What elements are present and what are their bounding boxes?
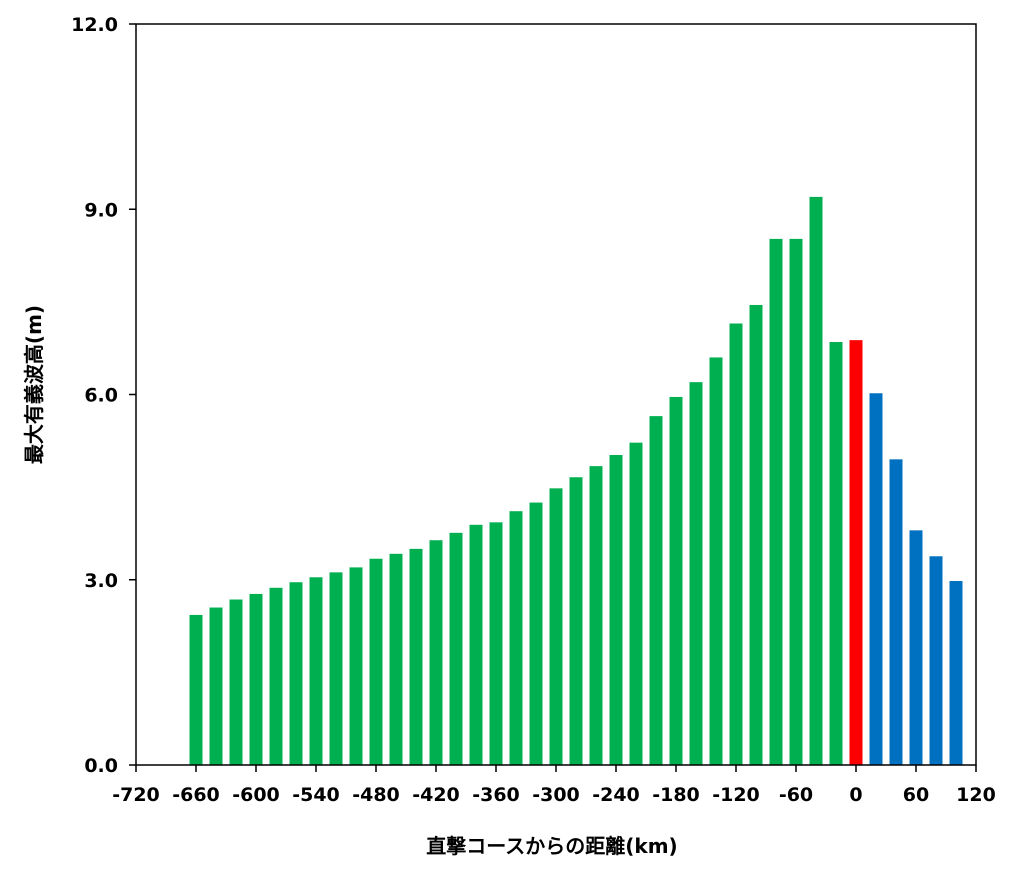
x-tick-label-2: -600: [232, 784, 280, 806]
y-tick-label-3: 9.0: [84, 199, 118, 221]
y-axis: 0.0 3.0 6.0 9.0 12.0: [71, 14, 136, 777]
y-tick-label-4: 12.0: [71, 14, 118, 36]
bar-25: [689, 382, 703, 765]
bar-19: [569, 477, 583, 765]
y-tick-label-0: 0.0: [84, 755, 118, 777]
bar-37: [929, 556, 943, 765]
bar-16: [509, 511, 523, 765]
x-tick-label-1: -660: [172, 784, 220, 806]
bar-35: [889, 459, 903, 765]
x-tick-label-13: 60: [903, 784, 929, 806]
bar-10: [389, 553, 403, 765]
bar-26: [709, 357, 723, 765]
bar-9: [369, 558, 383, 765]
x-axis: -720 -660 -600 -540 -480 -420 -360 -300 -240 -180…: [112, 765, 996, 806]
x-tick-label-14: 120: [956, 784, 996, 806]
y-tick-label-1: 3.0: [84, 570, 118, 592]
bar-32: [829, 342, 843, 765]
bars-group: [189, 196, 963, 765]
bar-18: [549, 488, 563, 765]
bar-6: [309, 577, 323, 765]
x-tick-label-6: -360: [472, 784, 520, 806]
x-tick-label-11: -60: [779, 784, 813, 806]
bar-23: [649, 416, 663, 765]
bar-28: [749, 304, 763, 765]
bar-4: [269, 587, 283, 765]
x-tick-label-12: 0: [849, 784, 862, 806]
bar-17: [529, 502, 543, 765]
y-axis-title: 最大有義波高(m): [22, 305, 46, 464]
x-tick-label-4: -480: [352, 784, 400, 806]
bar-14: [469, 524, 483, 765]
bar-36: [909, 530, 923, 765]
bar-7: [329, 572, 343, 765]
x-axis-title: 直撃コースからの距離(km): [426, 834, 677, 858]
x-tick-label-3: -540: [292, 784, 340, 806]
bar-12: [429, 540, 443, 765]
bar-22: [629, 442, 643, 765]
bar-33: [849, 340, 863, 765]
bar-5: [289, 582, 303, 765]
bar-20: [589, 466, 603, 765]
bar-24: [669, 396, 683, 765]
bar-3: [249, 593, 263, 765]
bar-15: [489, 522, 503, 765]
bar-1: [209, 607, 223, 765]
bar-0: [189, 614, 203, 765]
x-tick-label-8: -240: [592, 784, 640, 806]
x-tick-label-7: -300: [532, 784, 580, 806]
bar-38: [949, 580, 963, 765]
bar-21: [609, 455, 623, 765]
y-tick-label-2: 6.0: [84, 385, 118, 407]
bar-30: [789, 238, 803, 765]
bar-31: [809, 196, 823, 765]
x-tick-label-5: -420: [412, 784, 460, 806]
bar-27: [729, 323, 743, 765]
x-tick-label-0: -720: [112, 784, 160, 806]
bar-11: [409, 548, 423, 765]
bar-29: [769, 238, 783, 765]
x-tick-label-9: -180: [652, 784, 700, 806]
bar-2: [229, 599, 243, 765]
bar-8: [349, 567, 363, 765]
x-tick-label-10: -120: [712, 784, 760, 806]
bar-34: [869, 393, 883, 765]
bar-13: [449, 532, 463, 765]
